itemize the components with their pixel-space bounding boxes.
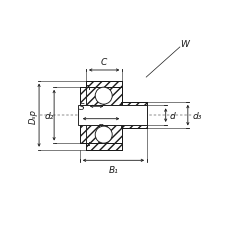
Text: W: W xyxy=(179,40,188,49)
Text: d₃: d₃ xyxy=(191,111,201,120)
Text: S: S xyxy=(79,102,85,111)
Text: Dₛp: Dₛp xyxy=(29,108,38,123)
Text: B: B xyxy=(98,123,104,132)
Circle shape xyxy=(95,88,112,105)
Polygon shape xyxy=(79,87,122,106)
Text: C: C xyxy=(101,57,107,66)
Polygon shape xyxy=(86,81,122,87)
Text: d: d xyxy=(169,111,174,120)
Text: d₂: d₂ xyxy=(45,111,54,120)
Polygon shape xyxy=(86,144,122,150)
Text: B₁: B₁ xyxy=(108,165,118,174)
Polygon shape xyxy=(79,125,122,144)
Circle shape xyxy=(95,127,112,144)
Polygon shape xyxy=(122,125,147,129)
Bar xyxy=(78,106,147,125)
Polygon shape xyxy=(122,102,147,106)
